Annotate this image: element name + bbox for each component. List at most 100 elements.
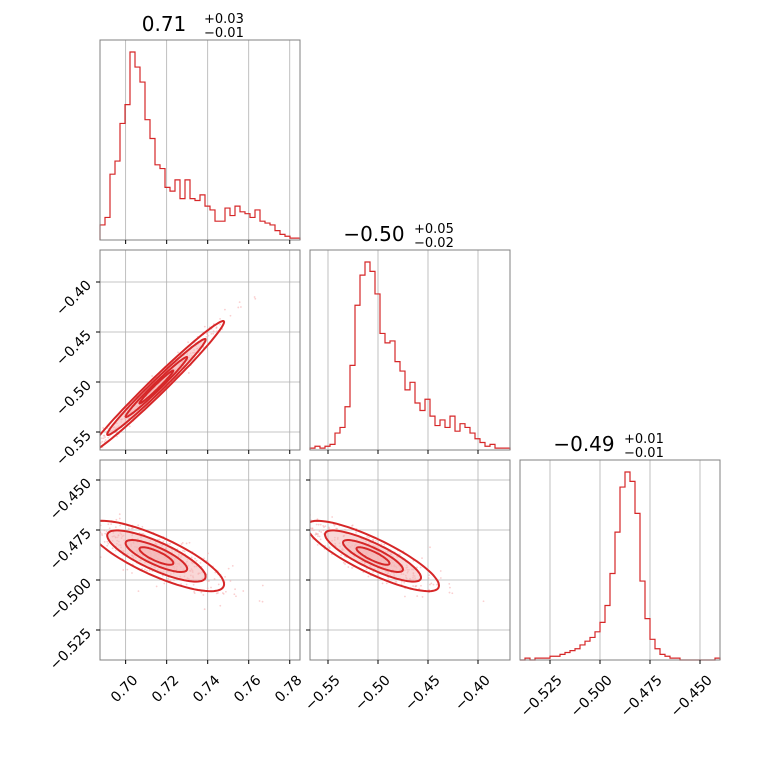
sample-point [305, 527, 307, 529]
sample-point [89, 525, 91, 527]
sample-point [219, 604, 222, 607]
sample-point [429, 583, 431, 586]
sample-point [414, 585, 417, 588]
sample-point [277, 515, 279, 517]
sample-point [144, 568, 146, 571]
sample-point [141, 525, 144, 528]
sample-point [137, 524, 140, 527]
sample-point [89, 511, 91, 513]
x-tick-label: −0.45 [402, 672, 444, 714]
sample-point [116, 435, 118, 438]
sample-point [101, 534, 104, 536]
sample-point [294, 520, 296, 522]
sample-point [203, 557, 205, 560]
sample-point [451, 592, 454, 595]
sample-point [318, 535, 321, 538]
sample-point [335, 527, 338, 530]
panel-frame [309, 459, 511, 661]
sample-point [231, 564, 234, 567]
sample-point [240, 306, 242, 308]
sample-point [107, 523, 110, 526]
sample-point [158, 538, 161, 541]
sample-point [185, 583, 188, 586]
sample-point [187, 341, 189, 344]
sample-point [208, 580, 210, 582]
sample-point [108, 527, 111, 530]
sample-point [333, 524, 336, 527]
sample-point [421, 596, 424, 598]
sample-point [316, 543, 319, 546]
sample-point [293, 507, 295, 509]
sample-point [219, 317, 221, 320]
sample-point [436, 583, 438, 586]
sample-point [115, 518, 118, 521]
sample-point [173, 579, 175, 582]
sample-point [103, 529, 106, 532]
sample-point [404, 595, 406, 598]
sample-point [294, 526, 296, 528]
pair-panel-0-1 [79, 249, 301, 462]
sample-point [81, 460, 83, 462]
hist-panel-2: −0.49 +0.01−0.01 [519, 432, 721, 664]
sample-point [412, 585, 415, 587]
y-tick-label: −0.525 [47, 626, 95, 674]
sample-point [187, 372, 190, 374]
contour-level [100, 519, 226, 593]
panel-frame [99, 249, 301, 451]
sample-point [103, 434, 106, 437]
sample-point [219, 323, 222, 326]
sample-point [205, 335, 208, 338]
sample-point [380, 543, 383, 546]
contour-level [138, 369, 175, 405]
sample-point [79, 458, 81, 460]
sample-point [261, 600, 264, 603]
panel-title-upper-2: +0.01 [624, 432, 664, 447]
sample-point [122, 569, 125, 571]
sample-point [419, 566, 422, 569]
sample-point [398, 553, 401, 556]
sample-point [206, 332, 208, 335]
sample-point [212, 330, 215, 333]
sample-point [104, 532, 107, 535]
sample-point [89, 455, 91, 457]
sample-point [281, 517, 283, 519]
panel-frame [99, 459, 301, 661]
sample-point [258, 600, 261, 602]
sample-point [114, 549, 117, 552]
sample-point [340, 554, 342, 556]
sample-point [104, 439, 107, 442]
sample-point [137, 590, 140, 593]
sample-point [367, 536, 370, 539]
sample-point [104, 436, 107, 439]
sample-point [381, 582, 384, 585]
sample-point [448, 582, 451, 585]
sample-point [106, 540, 109, 543]
sample-point [215, 327, 218, 330]
sample-point [420, 584, 422, 587]
sample-point [323, 526, 325, 528]
sample-point [227, 567, 230, 570]
sample-point [385, 582, 388, 585]
sample-point [127, 527, 130, 530]
sample-point [107, 542, 110, 545]
panel-title-1: −0.50 [343, 222, 404, 246]
sample-point [439, 577, 442, 579]
sample-point [97, 511, 99, 513]
density-contours [100, 320, 226, 449]
panel-frame [519, 459, 721, 661]
sample-point [131, 572, 133, 574]
sample-point [319, 523, 322, 526]
sample-point [449, 586, 451, 589]
sample-point [347, 566, 350, 568]
sample-point [383, 543, 386, 546]
sample-point [316, 533, 318, 535]
sample-point [217, 592, 219, 594]
y-tick-label: −0.450 [47, 476, 95, 524]
sample-point [233, 593, 236, 596]
sample-point [73, 529, 75, 531]
sample-point [169, 542, 171, 545]
sample-point [126, 568, 129, 571]
sample-point [210, 332, 213, 335]
sample-point [254, 297, 257, 300]
contour-level [310, 519, 441, 593]
